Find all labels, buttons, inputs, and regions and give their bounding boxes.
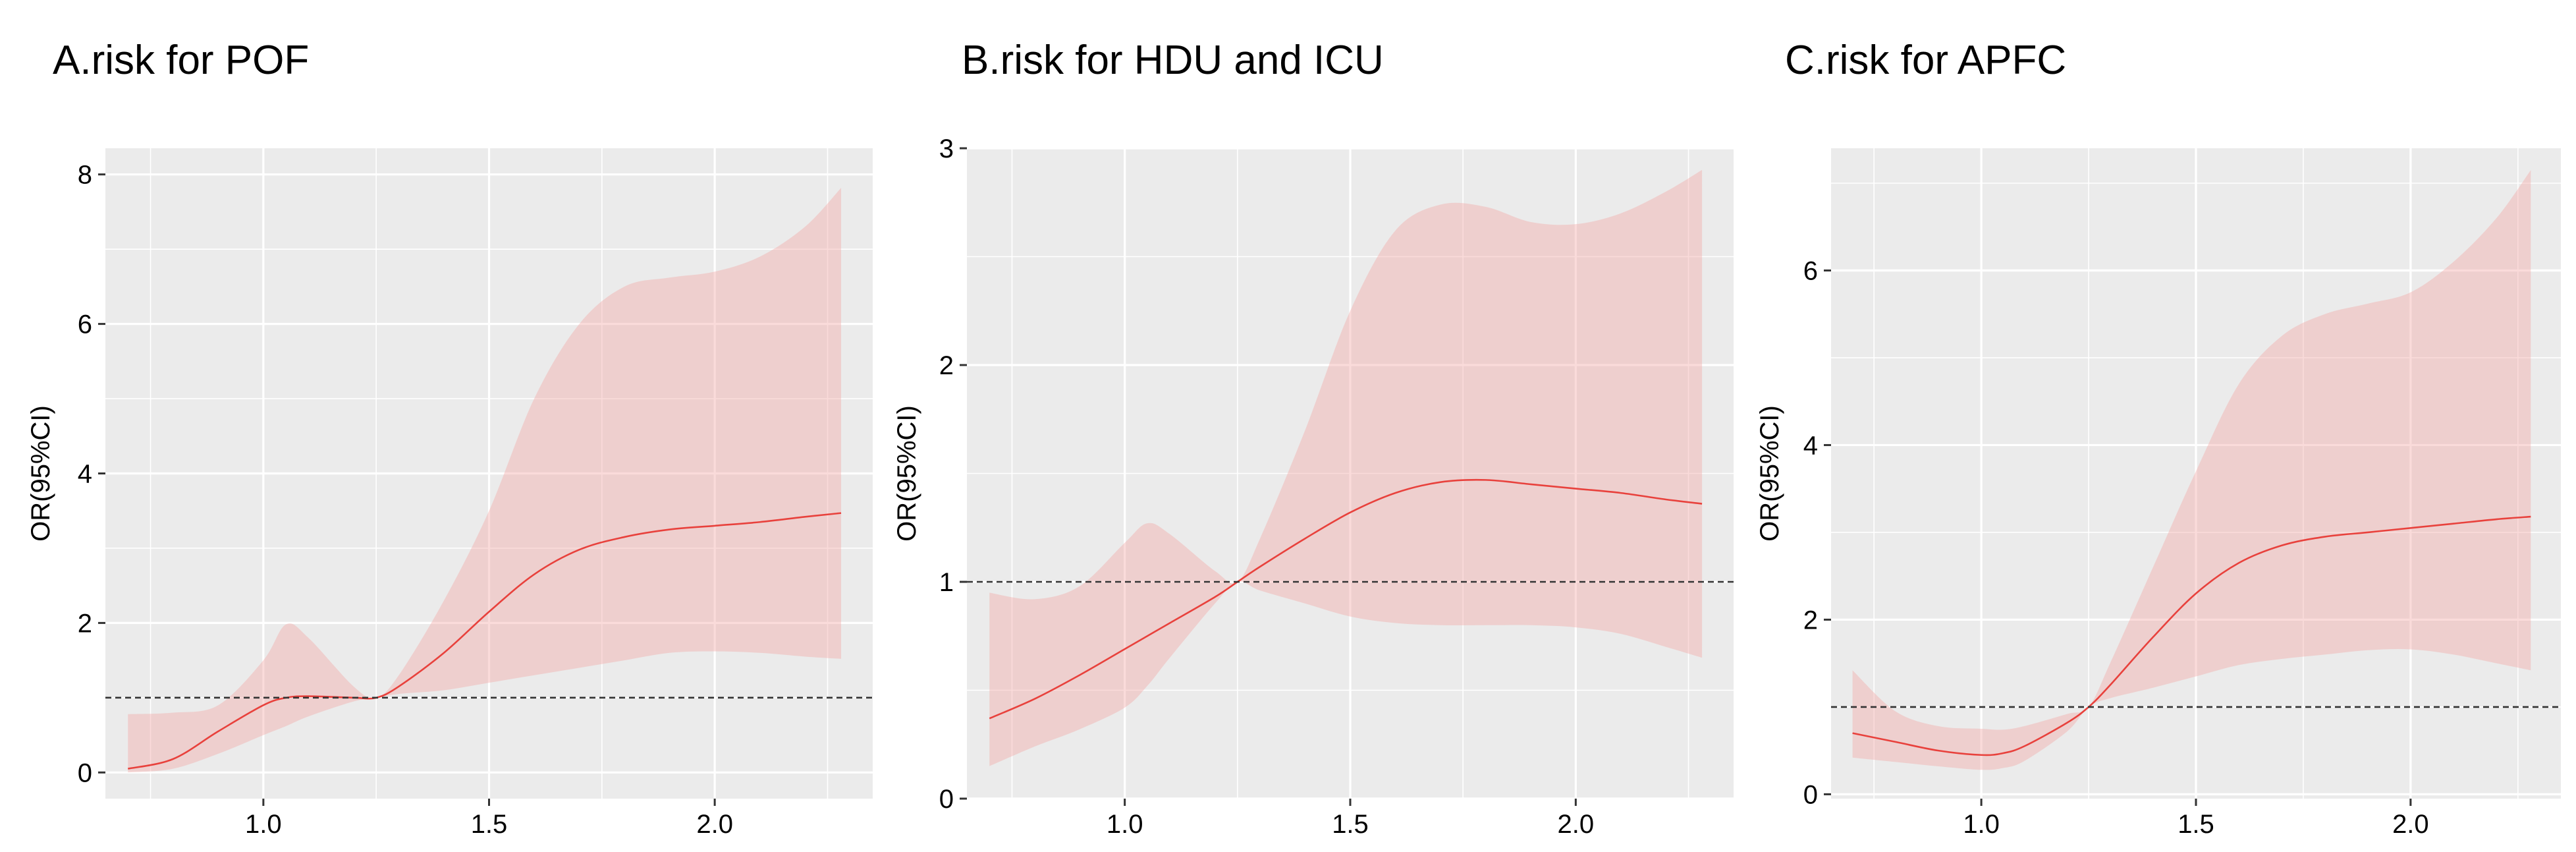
y-tick-label: 6 (1803, 256, 1818, 285)
x-tick-label: 1.5 (1332, 810, 1369, 839)
y-tick-label: 2 (939, 351, 954, 380)
x-tick-label: 1.0 (245, 810, 282, 839)
y-tick-label: 4 (78, 460, 92, 489)
y-axis-title: OR(95%CI) (892, 405, 921, 542)
y-tick-label: 4 (1803, 431, 1818, 460)
panel-title: A.risk for POF (53, 38, 309, 83)
y-tick-label: 6 (78, 310, 92, 339)
panel-c: 1.0 1.5 2.0 0 2 4 6 OR(95%CI) C.risk for APFC (1755, 38, 2561, 839)
x-tick-label: 2.0 (696, 810, 733, 839)
ci-band (989, 169, 1703, 766)
y-tick-label: 1 (939, 568, 954, 597)
x-tick-label: 2.0 (2392, 810, 2429, 839)
y-tick-label: 0 (78, 758, 92, 787)
panel-title: B.risk for HDU and ICU (962, 38, 1384, 83)
y-axis-title: OR(95%CI) (26, 405, 55, 542)
x-tick-label: 2.0 (1558, 810, 1595, 839)
panel-b: 1.0 1.5 2.0 0 1 2 3 OR(95%CI) B.risk for HDU and… (892, 38, 1734, 839)
panel-a: 1.0 1.5 2.0 0 2 4 6 8 OR(95%CI) A.risk for POF (26, 38, 873, 839)
x-tick-label: 1.0 (1963, 810, 2000, 839)
y-tick-label: 0 (1803, 780, 1818, 809)
or-line (1852, 515, 2531, 756)
y-tick-label: 2 (1803, 606, 1818, 635)
y-tick-label: 3 (939, 134, 954, 163)
y-axis-title: OR(95%CI) (1755, 405, 1784, 542)
y-tick-label: 8 (78, 161, 92, 190)
ci-band (1852, 170, 2531, 770)
ci-band (128, 188, 842, 773)
or-line (989, 478, 1703, 720)
panel-title: C.risk for APFC (1785, 38, 2066, 83)
or-line (127, 512, 842, 770)
x-tick-label: 1.0 (1107, 810, 1143, 839)
y-tick-label: 2 (78, 609, 92, 638)
x-tick-label: 1.5 (2178, 810, 2214, 839)
y-tick-label: 0 (939, 785, 954, 814)
x-tick-label: 1.5 (471, 810, 508, 839)
